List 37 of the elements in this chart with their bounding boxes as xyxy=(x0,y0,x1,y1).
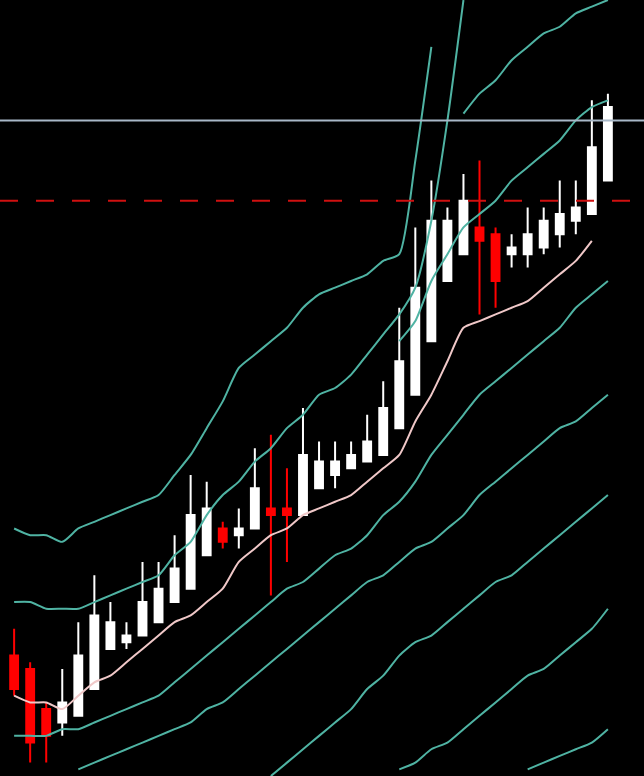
candlestick xyxy=(602,92,613,182)
candlestick xyxy=(233,507,244,550)
candlestick xyxy=(265,433,276,597)
candlestick xyxy=(346,440,357,470)
candlestick xyxy=(426,179,437,343)
candlestick xyxy=(298,407,308,517)
candlestick xyxy=(554,179,565,249)
candlestick xyxy=(169,534,180,604)
candlestick xyxy=(9,627,20,697)
candlestick xyxy=(41,701,52,764)
candlestick xyxy=(57,667,68,737)
candlestick xyxy=(570,179,581,236)
candlestick xyxy=(362,413,373,463)
candlestick xyxy=(73,621,84,717)
candlestick xyxy=(442,206,453,282)
candlestick xyxy=(217,520,228,550)
candlestick xyxy=(522,206,533,269)
candlestick xyxy=(506,233,517,269)
candlestick xyxy=(586,99,597,216)
candlestick xyxy=(490,226,501,309)
candlestick xyxy=(201,480,212,557)
candlestick xyxy=(474,159,485,316)
candlestick xyxy=(394,306,405,430)
candlestick xyxy=(314,440,324,490)
candlestick xyxy=(538,206,549,256)
candlestick xyxy=(153,560,164,624)
candlestick xyxy=(378,380,389,456)
candlestick xyxy=(25,661,36,764)
candlestick xyxy=(89,574,100,691)
candlestick xyxy=(282,467,292,563)
candlestick xyxy=(137,560,148,637)
candlestick xyxy=(105,601,116,650)
candlestick xyxy=(410,226,421,396)
candlestick xyxy=(185,473,196,590)
candlestick xyxy=(121,621,132,650)
candlestick xyxy=(330,440,341,490)
candlestick xyxy=(249,447,260,530)
